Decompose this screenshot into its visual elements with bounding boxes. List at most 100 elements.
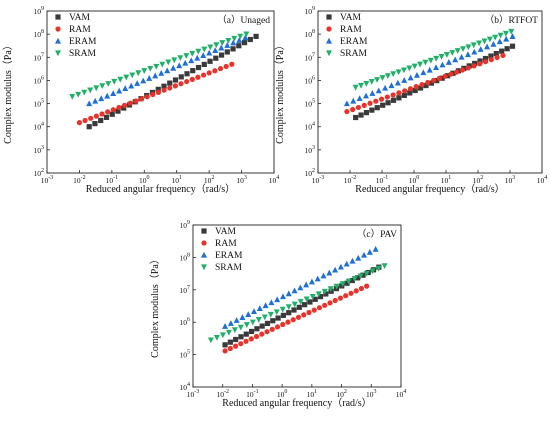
data-point	[122, 85, 129, 91]
data-point	[158, 69, 165, 76]
data-point	[280, 321, 286, 328]
data-point	[262, 302, 269, 309]
data-point	[217, 65, 224, 72]
data-point	[348, 290, 354, 296]
data-point	[465, 44, 472, 51]
data-point	[93, 113, 99, 119]
y-tick-label: 105	[34, 99, 45, 109]
data-point	[496, 38, 503, 45]
y-tick-label: 107	[34, 52, 45, 62]
data-point	[285, 290, 292, 297]
data-point	[358, 112, 364, 118]
data-point	[147, 66, 154, 72]
legend-label-eram: ERAM	[215, 251, 243, 261]
data-point	[268, 299, 275, 306]
data-point	[388, 82, 395, 89]
data-point	[352, 84, 359, 91]
data-point	[109, 111, 115, 117]
plot-frame	[46, 10, 275, 174]
data-point	[433, 64, 440, 70]
data-point	[351, 276, 358, 282]
data-point	[337, 263, 344, 270]
data-point	[476, 40, 483, 47]
data-point	[343, 100, 350, 107]
legend-label-sram: SRAM	[69, 49, 96, 59]
data-point	[253, 33, 259, 39]
data-point	[285, 319, 291, 325]
data-point	[188, 57, 195, 64]
data-point	[171, 57, 178, 64]
series-eram	[86, 34, 249, 107]
data-point	[339, 281, 346, 287]
legend-marker-vam	[201, 228, 207, 234]
data-point	[322, 302, 328, 308]
series-eram	[343, 33, 516, 107]
data-point	[237, 324, 244, 331]
data-point	[482, 59, 489, 65]
x-tick-label: 103	[366, 389, 377, 399]
data-point	[223, 63, 229, 70]
data-point	[353, 114, 359, 121]
y-tick-label: 108	[34, 29, 45, 39]
x-tick-label: 104	[396, 389, 407, 399]
data-point	[236, 37, 243, 43]
data-point	[161, 87, 167, 93]
data-point	[368, 79, 375, 85]
y-tick-label: 108	[180, 252, 191, 262]
data-point	[264, 329, 270, 335]
data-point	[98, 95, 105, 102]
data-point	[481, 38, 488, 45]
data-point	[315, 291, 322, 298]
data-point	[144, 94, 150, 100]
x-tick-label: 102	[336, 389, 347, 399]
legend-label-eram: ERAM	[340, 37, 368, 47]
data-point	[178, 74, 184, 80]
series-sram	[69, 31, 250, 100]
data-point	[327, 300, 333, 306]
chart-panel-1: 10-3 10-2 10-1 100 101 102 103 104 102 103 104 105 1…	[2, 6, 279, 195]
data-point	[99, 111, 105, 117]
y-tick-label: 105	[305, 99, 316, 109]
y-tick-label: 104	[34, 122, 45, 132]
data-point	[123, 74, 130, 81]
data-point	[350, 97, 357, 104]
data-point	[375, 87, 382, 94]
data-point	[206, 49, 213, 56]
data-point	[361, 251, 368, 258]
legend-marker-vam	[326, 14, 332, 20]
data-point	[303, 296, 310, 303]
data-point	[503, 35, 510, 42]
data-point	[279, 306, 286, 313]
data-point	[307, 299, 313, 305]
legend-label-ram: RAM	[69, 25, 91, 35]
data-point	[88, 115, 94, 121]
data-point	[86, 100, 93, 107]
data-point	[373, 98, 379, 104]
y-tick-label: 102	[305, 168, 316, 178]
data-point	[165, 59, 172, 66]
data-point	[413, 84, 419, 90]
x-tick-label: 101	[171, 175, 182, 185]
data-point	[110, 107, 116, 113]
data-point	[442, 73, 448, 79]
data-point	[133, 98, 139, 104]
data-point	[153, 63, 160, 70]
data-point	[477, 58, 483, 64]
data-point	[81, 89, 88, 96]
data-point	[308, 278, 315, 285]
y-tick-label: 109	[34, 6, 45, 16]
data-point	[477, 61, 483, 67]
legend-label-vam: VAM	[215, 227, 236, 237]
data-point	[360, 272, 366, 278]
data-point	[238, 334, 244, 340]
data-point	[259, 331, 265, 337]
data-point	[219, 332, 226, 339]
data-point	[350, 106, 356, 113]
x-tick-label: 10-2	[216, 389, 229, 399]
data-point	[164, 67, 171, 74]
data-point	[212, 47, 219, 53]
data-point	[306, 309, 312, 316]
data-point	[493, 51, 499, 57]
data-point	[434, 78, 440, 84]
plot-frame	[317, 10, 543, 174]
